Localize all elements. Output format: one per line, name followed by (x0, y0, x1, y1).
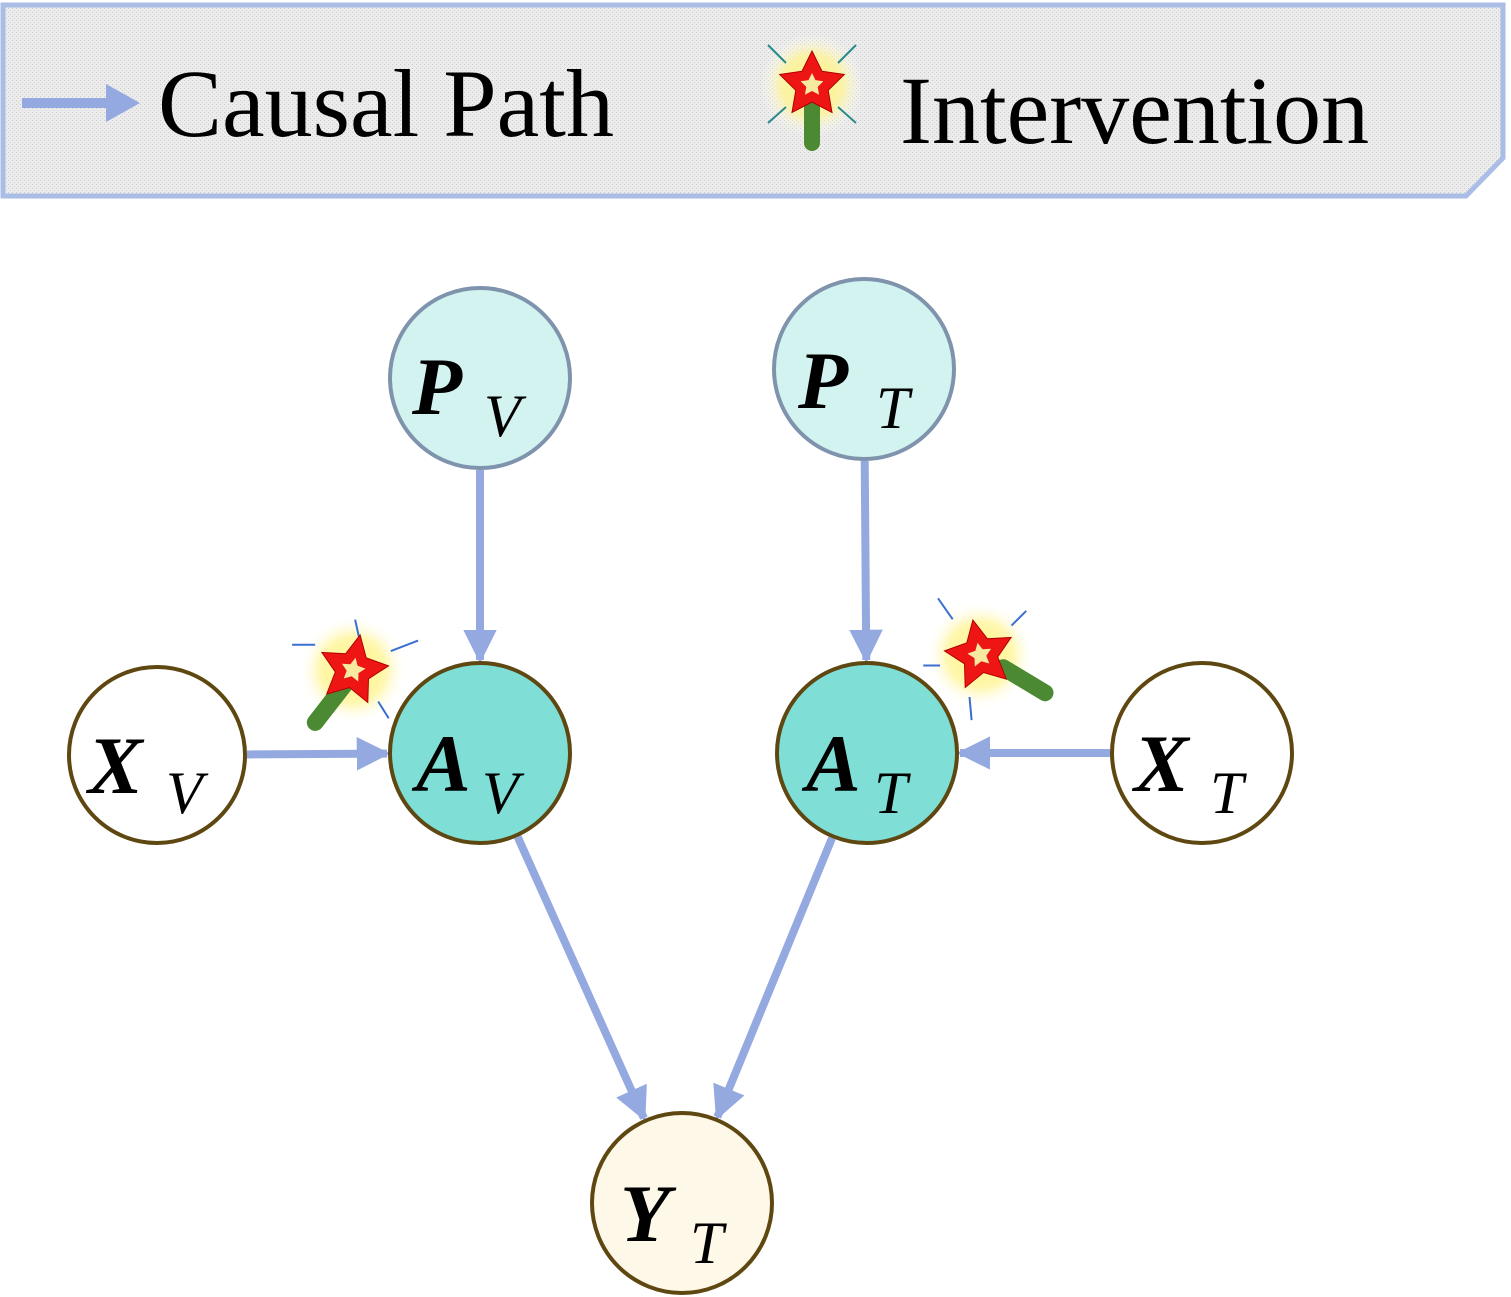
wand-handle-icon (306, 676, 354, 731)
legend-causal-path-label: Causal Path (158, 50, 614, 157)
legend: Causal Path Intervention (0, 2, 1506, 199)
node-input-text-symbol: X (1131, 718, 1191, 809)
causal-path-arrow-xv-av (246, 736, 391, 771)
edges (246, 460, 1110, 1122)
node-attention-visual-circle (388, 661, 572, 845)
intervention-wand-attention-visual (292, 615, 419, 731)
node-output-text: Y T (590, 1111, 774, 1295)
node-prompt-text-symbol: P (797, 335, 849, 426)
node-attention-text-symbol: A (801, 718, 861, 809)
interventions (292, 597, 1054, 731)
causal-path-arrow-pt-at (849, 460, 883, 664)
node-attention-text: A T (775, 661, 959, 845)
legend-arrowhead-icon (106, 84, 140, 122)
causal-path-arrow-at-yt (713, 836, 836, 1121)
nodes: P V P T X V A V A T X T Y (67, 277, 1294, 1295)
legend-box (0, 2, 1506, 199)
node-output-text-symbol: Y (620, 1168, 677, 1259)
node-prompt-text: P T (772, 277, 956, 461)
legend-intervention: Intervention (760, 33, 1369, 164)
sparkle-lines-icon (767, 44, 857, 124)
node-input-text-subscript: T (1210, 760, 1247, 826)
magic-wand-icon (760, 33, 864, 151)
legend-magic-wand (760, 33, 864, 151)
node-input-text-circle (1110, 661, 1294, 845)
legend-causal-path: Causal Path (22, 50, 614, 157)
node-attention-text-subscript: T (874, 760, 911, 826)
star-center-icon (342, 657, 366, 682)
star-center-icon (967, 642, 991, 667)
node-input-visual-subscript: V (166, 760, 209, 826)
node-input-visual-circle (67, 665, 247, 845)
legend-intervention-label: Intervention (900, 57, 1369, 164)
node-output-text-circle (590, 1111, 774, 1295)
node-prompt-text-circle (772, 277, 956, 461)
node-output-text-subscript: T (690, 1210, 727, 1276)
node-prompt-visual-symbol: P (411, 341, 463, 432)
node-prompt-visual: P V (388, 286, 572, 470)
node-input-visual-symbol: X (85, 720, 145, 811)
star-center-icon (800, 73, 824, 95)
node-attention-visual: A V (388, 661, 572, 845)
wand-handle-icon (994, 659, 1054, 702)
node-attention-visual-symbol: A (411, 718, 471, 809)
node-prompt-visual-circle (388, 286, 572, 470)
sparkle-lines-icon (923, 597, 1027, 721)
node-input-visual: X V (67, 665, 247, 845)
node-prompt-text-subscript: T (876, 375, 913, 441)
node-input-text: X T (1110, 661, 1294, 845)
node-prompt-visual-subscript: V (484, 383, 527, 449)
sparkle-lines-icon (292, 619, 419, 719)
causal-path-arrow-av-yt (514, 835, 648, 1122)
node-attention-text-circle (775, 661, 959, 845)
intervention-wand-attention-text (923, 597, 1054, 721)
node-attention-visual-subscript: V (482, 760, 525, 826)
